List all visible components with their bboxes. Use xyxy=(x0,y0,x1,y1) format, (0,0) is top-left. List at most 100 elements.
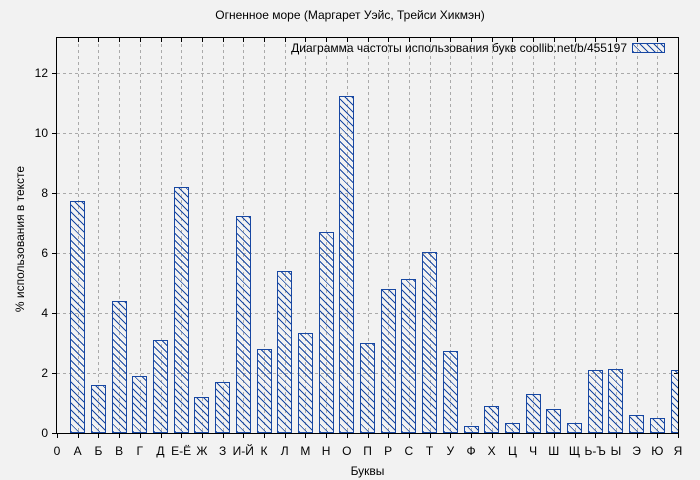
right-axis-tick xyxy=(674,193,678,194)
y-tick-label: 10 xyxy=(34,126,48,140)
top-axis-tick xyxy=(512,38,514,42)
bar-Х xyxy=(484,406,500,433)
bar-О xyxy=(339,95,355,433)
top-axis-tick xyxy=(139,38,141,42)
x-tick-label: С xyxy=(404,444,414,458)
y-tick-label: 8 xyxy=(41,186,48,200)
x-tick-label: Ж xyxy=(196,444,208,458)
bottom-axis-tick xyxy=(77,434,79,438)
bottom-axis-tick xyxy=(574,434,576,438)
bar-П xyxy=(360,343,375,433)
gridline-vertical xyxy=(595,38,597,433)
bottom-axis-tick xyxy=(243,434,245,438)
x-tick-label: Я xyxy=(673,444,683,458)
x-tick-label: Д xyxy=(156,444,165,458)
bar-Ж xyxy=(194,397,210,433)
top-axis-tick xyxy=(450,38,452,42)
top-axis-tick xyxy=(284,38,286,42)
top-axis-tick xyxy=(657,38,659,42)
x-tick-label: Ч xyxy=(529,444,538,458)
bottom-axis-tick xyxy=(305,434,307,438)
bottom-axis-tick xyxy=(346,434,348,438)
x-tick-label: Г xyxy=(136,444,144,458)
bottom-axis-tick xyxy=(160,434,162,438)
x-tick-label: Ц xyxy=(507,444,517,458)
plot-frame xyxy=(56,37,679,434)
left-axis-tick xyxy=(52,133,56,134)
x-tick-label: О xyxy=(342,444,352,458)
top-axis-tick xyxy=(243,38,245,42)
top-axis-tick xyxy=(98,38,100,42)
bar-Б xyxy=(90,385,106,433)
gridline-vertical xyxy=(98,38,100,433)
x-axis-title: Буквы xyxy=(350,464,385,478)
gridline-vertical xyxy=(119,38,121,433)
top-axis-tick xyxy=(77,38,79,42)
gridline-vertical xyxy=(367,38,369,433)
top-axis-tick xyxy=(553,38,555,42)
bar-Д xyxy=(153,340,168,433)
x-tick-label: 0 xyxy=(53,444,61,458)
x-tick-label: Ф xyxy=(466,444,476,458)
bar-Э xyxy=(629,415,645,433)
bar-У xyxy=(442,350,458,433)
bar-С xyxy=(401,278,417,433)
bar-Ф xyxy=(463,425,479,433)
bottom-axis-tick xyxy=(222,434,224,438)
bottom-axis-tick xyxy=(408,434,410,438)
bar-А xyxy=(70,200,86,433)
top-axis-tick xyxy=(471,38,472,42)
gridline-vertical xyxy=(615,38,617,433)
bottom-axis-tick xyxy=(119,434,121,438)
gridline-vertical xyxy=(636,38,638,433)
x-tick-label: М xyxy=(300,444,311,458)
bar-Ч xyxy=(525,394,541,433)
legend-label: Диаграмма частоты использования букв coo… xyxy=(291,41,627,55)
bottom-axis-tick xyxy=(98,434,100,438)
bottom-axis-tick xyxy=(533,434,535,438)
x-tick-label: А xyxy=(73,444,82,458)
bottom-axis-tick xyxy=(657,434,659,438)
bottom-axis-tick xyxy=(284,434,286,438)
gridline-vertical xyxy=(264,38,265,433)
bottom-axis-tick xyxy=(388,434,390,438)
bottom-axis-tick xyxy=(139,434,141,438)
top-axis-tick xyxy=(429,38,431,42)
top-axis-tick xyxy=(574,38,576,42)
bar-И-Й xyxy=(235,215,251,433)
x-tick-label: И-Й xyxy=(232,444,254,458)
top-axis-tick xyxy=(181,38,183,42)
bottom-axis-tick xyxy=(181,434,183,438)
top-axis-tick xyxy=(408,38,410,42)
bar-З xyxy=(215,382,231,433)
x-tick-label: Т xyxy=(425,444,434,458)
bar-Г xyxy=(132,376,148,433)
bar-Т xyxy=(422,251,438,433)
top-axis-tick xyxy=(222,38,224,42)
left-axis-tick xyxy=(52,433,56,434)
top-axis-tick xyxy=(533,38,535,42)
left-axis-tick xyxy=(52,313,56,314)
gridline-vertical xyxy=(450,38,452,433)
x-tick-label: З xyxy=(218,444,227,458)
bar-Ь-Ъ xyxy=(587,370,603,433)
left-axis-tick xyxy=(52,373,56,374)
bar-Щ xyxy=(567,422,582,433)
bottom-axis-tick xyxy=(429,434,431,438)
top-axis-tick xyxy=(595,38,597,42)
y-tick-label: 12 xyxy=(34,66,48,80)
bar-Л xyxy=(277,271,293,433)
bottom-axis-tick xyxy=(678,434,679,438)
bar-Ц xyxy=(504,422,520,433)
bottom-axis-tick xyxy=(326,434,328,438)
y-tick-label: 4 xyxy=(41,306,48,320)
x-tick-label: Ь-Ъ xyxy=(584,444,606,458)
left-axis-tick xyxy=(52,73,56,74)
bottom-axis-tick xyxy=(636,434,638,438)
top-axis-tick xyxy=(367,38,369,42)
top-axis-tick xyxy=(491,38,493,42)
bar-М xyxy=(297,332,313,433)
y-tick-label: 0 xyxy=(41,426,48,440)
bar-Ш xyxy=(546,409,562,433)
